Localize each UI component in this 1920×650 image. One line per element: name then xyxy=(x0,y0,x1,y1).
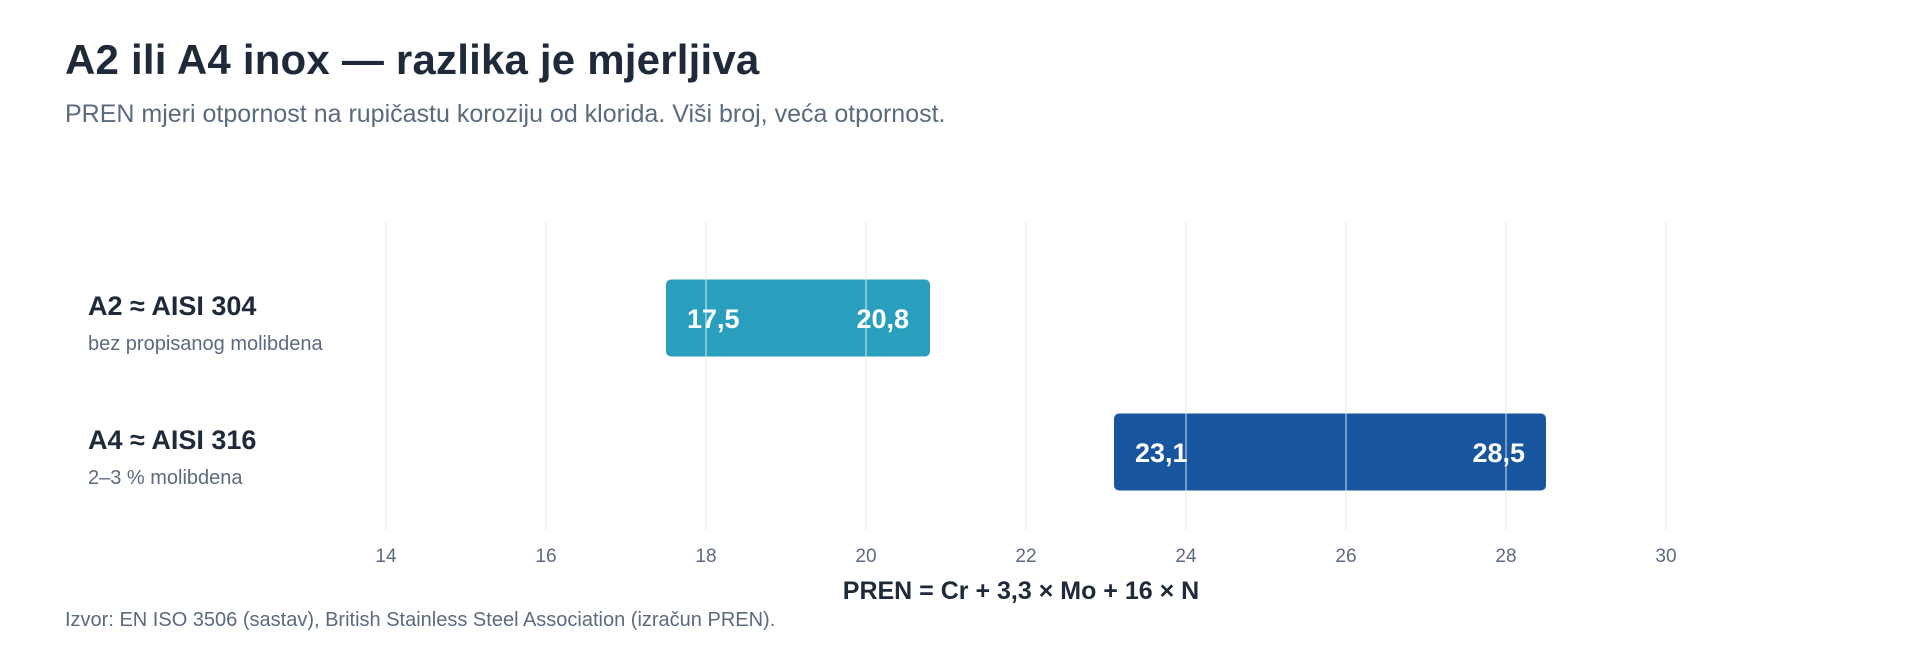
x-axis-ticks: 14 16 18 20 22 24 26 28 30 xyxy=(375,546,1676,567)
page-subtitle: PREN mjeri otpornost na rupičastu korozi… xyxy=(65,100,946,128)
row-labels: A2 ≈ AISI 304 bez propisanog molibdena A4 … xyxy=(88,291,323,489)
range-bar-2 xyxy=(1114,413,1546,491)
bar-min-value: 17,5 xyxy=(687,304,740,334)
x-tick-label: 14 xyxy=(375,546,397,567)
bar-max-value: 20,8 xyxy=(856,304,909,334)
bar-min-value: 23,1 xyxy=(1135,438,1188,468)
x-axis-label: PREN = Cr + 3,3 × Mo + 16 × N xyxy=(843,577,1199,605)
category-label: A4 ≈ AISI 316 xyxy=(88,425,256,455)
x-tick-label: 26 xyxy=(1335,546,1356,567)
category-sublabel: 2–3 % molibdena xyxy=(88,467,243,489)
source-note: Izvor: EN ISO 3506 (sastav), British Sta… xyxy=(65,609,776,631)
x-tick-label: 16 xyxy=(535,546,556,567)
x-tick-label: 30 xyxy=(1655,546,1676,567)
x-tick-label: 20 xyxy=(855,546,876,567)
x-tick-label: 18 xyxy=(695,546,716,567)
bar-max-value: 28,5 xyxy=(1472,438,1525,468)
range-bar-1 xyxy=(666,279,930,357)
x-tick-label: 22 xyxy=(1015,546,1036,567)
category-sublabel: bez propisanog molibdena xyxy=(88,333,323,355)
page-title: A2 ili A4 inox — razlika je mjerljiva xyxy=(65,36,760,83)
grid-lines-over-bars xyxy=(385,222,1667,530)
x-tick-label: 24 xyxy=(1175,546,1197,567)
bar-value-labels: 17,5 20,8 23,1 28,5 xyxy=(687,304,1525,468)
bars xyxy=(666,279,1546,491)
x-tick-label: 28 xyxy=(1495,546,1516,567)
category-label: A2 ≈ AISI 304 xyxy=(88,291,256,321)
